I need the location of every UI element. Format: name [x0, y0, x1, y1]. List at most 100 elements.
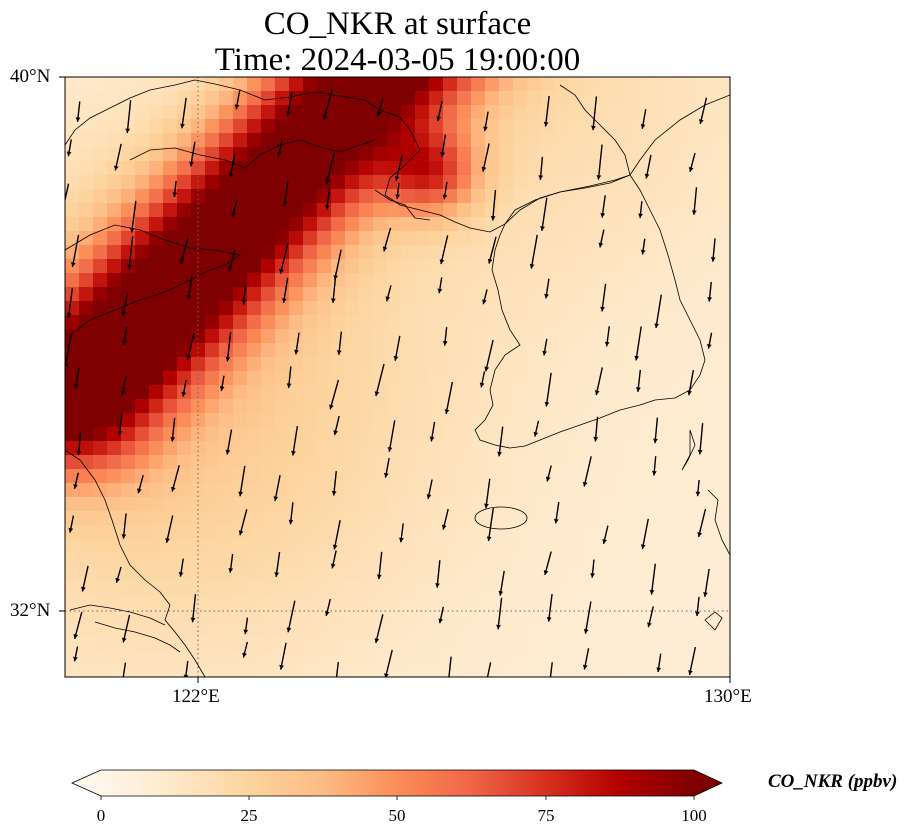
concentration-cell: [247, 595, 262, 610]
concentration-cell: [359, 469, 374, 484]
wind-arrow-shaft: [547, 593, 553, 622]
concentration-cell: [303, 427, 318, 442]
wind-arrow-shaft: [333, 520, 341, 550]
wind-arrow-head: [332, 544, 338, 550]
concentration-cell: [723, 133, 730, 148]
wind-arrow-shaft: [498, 426, 504, 457]
concentration-cell: [79, 301, 94, 316]
concentration-cell: [667, 637, 682, 652]
concentration-cell: [653, 315, 668, 330]
concentration-cell: [79, 651, 94, 666]
concentration-cell: [177, 343, 192, 358]
concentration-cell: [695, 385, 710, 400]
concentration-cell: [401, 623, 416, 638]
concentration-cell: [597, 217, 612, 232]
wind-arrow-shaft: [601, 283, 607, 312]
concentration-cell: [79, 427, 94, 442]
concentration-cell: [471, 399, 486, 414]
concentration-cell: [303, 581, 318, 596]
concentration-cell: [359, 441, 374, 456]
concentration-cell: [191, 315, 206, 330]
concentration-cell: [275, 441, 290, 456]
concentration-cell: [457, 385, 472, 400]
concentration-cell: [709, 231, 724, 246]
concentration-cell: [247, 567, 262, 582]
concentration-cell: [275, 511, 290, 526]
concentration-cell: [93, 609, 108, 624]
concentration-cell: [107, 399, 122, 414]
concentration-cell: [261, 413, 276, 428]
concentration-cell: [345, 245, 360, 260]
concentration-cell: [387, 91, 402, 106]
concentration-cell: [527, 119, 542, 134]
wind-arrow-shaft: [67, 287, 74, 318]
concentration-cell: [667, 567, 682, 582]
concentration-cell: [65, 133, 80, 148]
concentration-cell: [443, 91, 458, 106]
concentration-cell: [709, 301, 724, 316]
concentration-cell: [415, 553, 430, 568]
concentration-field: [65, 77, 730, 677]
concentration-cell: [485, 231, 500, 246]
wind-arrow-head: [498, 590, 504, 596]
wind-arrow-head: [190, 617, 196, 623]
concentration-cell: [149, 301, 164, 316]
concentration-cell: [359, 567, 374, 582]
concentration-cell: [65, 455, 80, 470]
concentration-cell: [135, 357, 150, 372]
concentration-cell: [457, 399, 472, 414]
wind-arrow-shaft: [597, 144, 603, 180]
concentration-cell: [219, 595, 234, 610]
concentration-cell: [639, 77, 654, 92]
concentration-cell: [149, 637, 164, 652]
wind-arrow-head: [438, 618, 444, 624]
concentration-cell: [261, 175, 276, 190]
wind-arrow-head: [543, 121, 549, 127]
concentration-cell: [345, 511, 360, 526]
wind-arrow-head: [444, 409, 450, 414]
concentration-cell: [485, 273, 500, 288]
concentration-cell: [275, 189, 290, 204]
wind-arrow-head: [228, 265, 233, 271]
concentration-cell: [653, 581, 668, 596]
concentration-cell: [513, 147, 528, 162]
concentration-cell: [65, 497, 80, 512]
wind-arrow-head: [238, 491, 244, 497]
wind-arrow-shaft: [114, 143, 122, 171]
concentration-cell: [569, 231, 584, 246]
concentration-cell: [415, 91, 430, 106]
concentration-cell: [149, 357, 164, 372]
wind-arrow-head: [634, 355, 640, 361]
wind-arrow-shaft: [440, 235, 449, 265]
concentration-cell: [387, 637, 402, 652]
concentration-cell: [79, 539, 94, 554]
tsushima: [681, 429, 696, 471]
concentration-cell: [177, 91, 192, 106]
concentration-cell: [611, 385, 626, 400]
concentration-cell: [653, 105, 668, 120]
wind-arrow-head: [165, 537, 170, 543]
concentration-cell: [457, 539, 472, 554]
concentration-cell: [541, 315, 556, 330]
concentration-cell: [639, 203, 654, 218]
concentration-cell: [597, 581, 612, 596]
concentration-cell: [233, 329, 248, 344]
concentration-cell: [93, 511, 108, 526]
concentration-cell: [709, 399, 724, 414]
concentration-cell: [135, 203, 150, 218]
concentration-cell: [415, 441, 430, 456]
concentration-cell: [555, 385, 570, 400]
wind-arrow-head: [487, 258, 493, 264]
wind-arrow-shaft: [699, 423, 704, 455]
concentration-cell: [513, 539, 528, 554]
concentration-cell: [401, 455, 416, 470]
concentration-cell: [681, 147, 696, 162]
colorbar-tick-25: 25: [240, 806, 258, 825]
concentration-cell: [485, 469, 500, 484]
concentration-cell: [177, 651, 192, 666]
concentration-cell: [625, 315, 640, 330]
concentration-cell: [457, 511, 472, 526]
concentration-cell: [471, 161, 486, 176]
colorbar-tick-100: 100: [681, 806, 707, 825]
wind-arrow-head: [286, 627, 292, 633]
